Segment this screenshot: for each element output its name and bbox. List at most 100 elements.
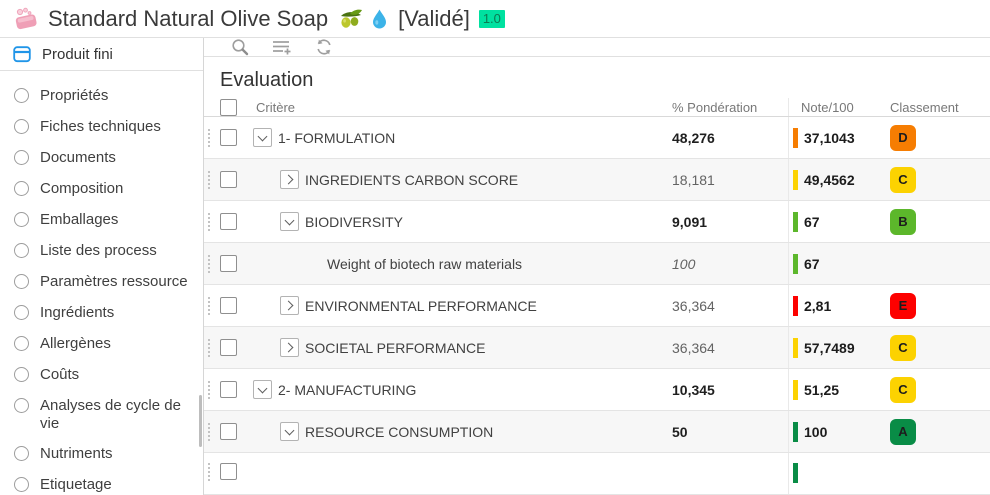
sidebar-item-label: Nutriments (40, 445, 113, 462)
drag-handle[interactable] (208, 338, 211, 357)
row-checkbox[interactable] (220, 297, 237, 314)
radio-circle-icon (14, 367, 29, 382)
drag-handle[interactable] (208, 380, 211, 399)
table-header: Critère % Pondération Note/100 Classemen… (204, 98, 990, 117)
main-panel: Evaluation Critère % Pondération Note/10… (204, 38, 990, 495)
grade-badge: E (890, 292, 916, 319)
table-row[interactable]: INGREDIENTS CARBON SCORE 18,181 49,4562 C (204, 159, 990, 201)
radio-circle-icon (14, 305, 29, 320)
drag-handle[interactable] (208, 296, 211, 315)
radio-circle-icon (14, 336, 29, 351)
sidebar-item-label: Propriétés (40, 87, 109, 104)
sidebar-item[interactable]: Paramètres ressource (0, 267, 203, 298)
row-checkbox[interactable] (220, 213, 237, 230)
score-bar (793, 253, 798, 274)
score-value: 100 (804, 423, 828, 440)
expand-toggle[interactable] (280, 338, 299, 357)
score-bar (793, 337, 798, 358)
drag-handle[interactable] (208, 422, 211, 441)
row-checkbox[interactable] (220, 381, 237, 398)
drag-handle[interactable] (208, 128, 211, 147)
sidebar-scrollbar-thumb[interactable] (199, 395, 202, 447)
sidebar-item[interactable]: Documents (0, 143, 203, 174)
sidebar-item[interactable]: Allergènes (0, 329, 203, 360)
row-checkbox[interactable] (220, 463, 237, 480)
sidebar-item[interactable]: Emballages (0, 205, 203, 236)
weight-value: 50 (672, 423, 688, 440)
sidebar-item-label: Analyses de cycle de vie (40, 397, 181, 432)
row-checkbox[interactable] (220, 339, 237, 356)
criterion-label: INGREDIENTS CARBON SCORE (305, 171, 519, 188)
score-value: 67 (804, 255, 820, 272)
table-row[interactable]: 1- FORMULATION 48,276 37,1043 D (204, 117, 990, 159)
product-box-icon (13, 45, 31, 63)
search-icon[interactable] (231, 38, 249, 56)
sidebar-item[interactable]: Nutriments (0, 439, 203, 470)
drag-handle[interactable] (208, 463, 211, 481)
page-header: Standard Natural Olive Soap [Validé] 1.0 (0, 0, 990, 38)
olive-icon (337, 8, 363, 30)
toolbar (204, 38, 990, 57)
table-row[interactable]: RESOURCE CONSUMPTION 50 100 A (204, 411, 990, 453)
table-row[interactable] (204, 453, 990, 495)
sidebar-item-label: Etiquetage (40, 476, 112, 493)
sidebar-item[interactable]: Etiquetage (0, 470, 203, 495)
sidebar-item[interactable]: Fiches techniques (0, 112, 203, 143)
table-row[interactable]: 2- MANUFACTURING 10,345 51,25 C (204, 369, 990, 411)
table-row[interactable]: BIODIVERSITY 9,091 67 B (204, 201, 990, 243)
weight-value: 10,345 (672, 381, 715, 398)
row-checkbox[interactable] (220, 129, 237, 146)
collapse-toggle[interactable] (280, 212, 299, 231)
sidebar-item-label: Allergènes (40, 335, 111, 352)
sidebar-menu: Propriétés Fiches techniques Documents Comp… (0, 71, 203, 495)
expand-toggle[interactable] (280, 296, 299, 315)
table-row[interactable]: SOCIETAL PERFORMANCE 36,364 57,7489 C (204, 327, 990, 369)
chevron-right-icon (283, 300, 294, 311)
column-header-criterion[interactable]: Critère (256, 99, 296, 115)
score-value: 51,25 (804, 381, 840, 398)
expand-toggle[interactable] (280, 170, 299, 189)
score-bar (793, 169, 798, 190)
collapse-toggle[interactable] (253, 128, 272, 147)
table-row[interactable]: Weight of biotech raw materials 100 67 (204, 243, 990, 285)
sidebar-item-label: Fiches techniques (40, 118, 161, 135)
sidebar-item[interactable]: Analyses de cycle de vie (0, 391, 203, 439)
sidebar-item-label: Paramètres ressource (40, 273, 188, 290)
column-header-weight[interactable]: % Pondération (672, 99, 758, 115)
score-bar (793, 421, 798, 442)
radio-circle-icon (14, 274, 29, 289)
sidebar-item[interactable]: Coûts (0, 360, 203, 391)
sidebar-root-label: Produit fini (42, 45, 113, 63)
chevron-down-icon (284, 215, 295, 225)
drag-handle[interactable] (208, 212, 211, 231)
table-row[interactable]: ENVIRONMENTAL PERFORMANCE 36,364 2,81 E (204, 285, 990, 327)
select-all-checkbox[interactable] (220, 98, 237, 116)
sidebar-item-label: Liste des process (40, 242, 157, 259)
sidebar-item[interactable]: Propriétés (0, 81, 203, 112)
drag-handle[interactable] (208, 170, 211, 189)
version-badge: 1.0 (478, 9, 505, 28)
criterion-label: SOCIETAL PERFORMANCE (305, 339, 486, 356)
collapse-toggle[interactable] (280, 422, 299, 441)
chevron-down-icon (284, 425, 295, 435)
add-row-icon[interactable] (272, 38, 292, 56)
refresh-icon[interactable] (315, 38, 333, 56)
sidebar-root-produit-fini[interactable]: Produit fini (0, 38, 203, 71)
chevron-right-icon (283, 342, 294, 353)
chevron-down-icon (257, 131, 268, 141)
row-checkbox[interactable] (220, 255, 237, 272)
sidebar-item[interactable]: Liste des process (0, 236, 203, 267)
row-checkbox[interactable] (220, 423, 237, 440)
row-checkbox[interactable] (220, 171, 237, 188)
score-value: 2,81 (804, 297, 832, 314)
sidebar-item[interactable]: Ingrédients (0, 298, 203, 329)
drag-handle[interactable] (208, 254, 211, 273)
column-header-score[interactable]: Note/100 (788, 98, 890, 116)
grade-badge: C (890, 166, 916, 193)
radio-circle-icon (14, 88, 29, 103)
collapse-toggle[interactable] (253, 380, 272, 399)
column-header-ranking[interactable]: Classement (890, 99, 959, 115)
sidebar-item[interactable]: Composition (0, 174, 203, 205)
score-bar (793, 211, 798, 232)
